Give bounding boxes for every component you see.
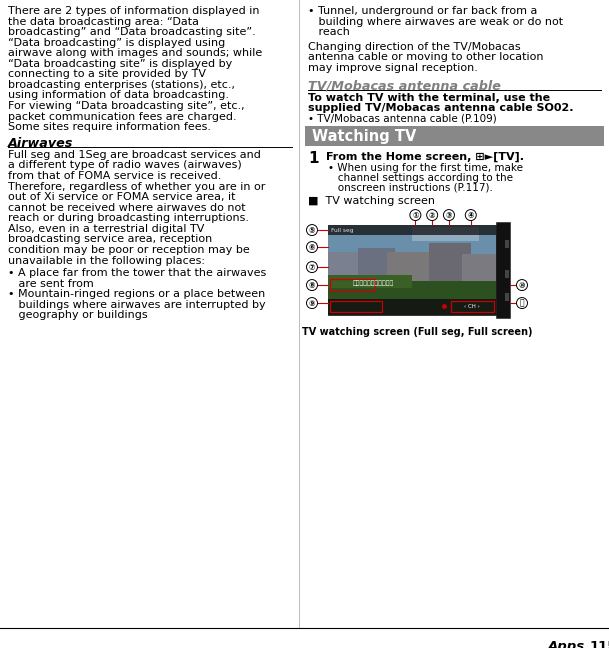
- Text: ⑨: ⑨: [309, 299, 315, 308]
- Text: 115: 115: [590, 640, 609, 648]
- Circle shape: [306, 262, 317, 273]
- Text: “Data broadcasting” is displayed using: “Data broadcasting” is displayed using: [8, 38, 225, 48]
- Text: reach: reach: [308, 27, 350, 37]
- Bar: [387, 252, 437, 290]
- Text: from that of FOMA service is received.: from that of FOMA service is received.: [8, 171, 222, 181]
- Text: Full seg: Full seg: [331, 227, 353, 233]
- Text: Changing direction of the TV/Mobacas: Changing direction of the TV/Mobacas: [308, 41, 521, 52]
- Circle shape: [427, 209, 438, 220]
- Text: Airwaves: Airwaves: [8, 137, 73, 150]
- Text: the data broadcasting area: “Data: the data broadcasting area: “Data: [8, 17, 199, 27]
- Text: reach or during broadcasting interruptions.: reach or during broadcasting interruptio…: [8, 213, 249, 224]
- Text: There are 2 types of information displayed in: There are 2 types of information display…: [8, 6, 259, 16]
- Text: using information of data broadcasting.: using information of data broadcasting.: [8, 91, 229, 100]
- Circle shape: [306, 225, 317, 236]
- Text: ⑦: ⑦: [309, 262, 315, 272]
- Bar: [505, 293, 509, 301]
- Text: cannot be received where airwaves do not: cannot be received where airwaves do not: [8, 203, 245, 213]
- Text: condition may be poor or reception may be: condition may be poor or reception may b…: [8, 245, 250, 255]
- Text: Apps: Apps: [548, 640, 585, 648]
- Text: packet communication fees are charged.: packet communication fees are charged.: [8, 111, 237, 122]
- Text: Also, even in a terrestrial digital TV: Also, even in a terrestrial digital TV: [8, 224, 205, 234]
- Circle shape: [516, 297, 527, 308]
- Circle shape: [465, 209, 476, 220]
- Text: ③: ③: [446, 211, 452, 220]
- Text: ④: ④: [468, 211, 474, 220]
- Text: onscreen instructions (P.117).: onscreen instructions (P.117).: [328, 183, 493, 192]
- Text: building where airwaves are weak or do not: building where airwaves are weak or do n…: [308, 17, 563, 27]
- Text: ■  TV watching screen: ■ TV watching screen: [308, 196, 435, 207]
- Text: broadcasting enterprises (stations), etc.,: broadcasting enterprises (stations), etc…: [8, 80, 235, 90]
- Bar: [328, 225, 496, 235]
- Bar: [328, 281, 496, 315]
- Bar: [328, 225, 496, 261]
- Circle shape: [306, 279, 317, 290]
- Text: a different type of radio waves (airwaves): a different type of radio waves (airwave…: [8, 161, 242, 170]
- Text: Some sites require information fees.: Some sites require information fees.: [8, 122, 211, 132]
- Text: ヨーロッパに来ました。: ヨーロッパに来ました。: [353, 281, 395, 286]
- Bar: [505, 240, 509, 248]
- Bar: [462, 254, 496, 290]
- Text: • Tunnel, underground or far back from a: • Tunnel, underground or far back from a: [308, 6, 537, 16]
- Bar: [358, 248, 395, 288]
- Bar: [330, 301, 382, 312]
- Text: Therefore, regardless of whether you are in or: Therefore, regardless of whether you are…: [8, 181, 266, 192]
- Text: broadcasting” and “Data broadcasting site”.: broadcasting” and “Data broadcasting sit…: [8, 27, 256, 37]
- Bar: [412, 227, 479, 240]
- Bar: [429, 243, 471, 290]
- Text: • A place far from the tower that the airwaves: • A place far from the tower that the ai…: [8, 268, 266, 278]
- Bar: [505, 270, 509, 278]
- Text: airwave along with images and sounds; while: airwave along with images and sounds; wh…: [8, 48, 262, 58]
- Text: To watch TV with the terminal, use the: To watch TV with the terminal, use the: [308, 93, 550, 102]
- Text: ⑤: ⑤: [309, 226, 315, 235]
- Text: out of Xi service or FOMA service area, it: out of Xi service or FOMA service area, …: [8, 192, 236, 202]
- Bar: [328, 225, 496, 315]
- Circle shape: [443, 209, 454, 220]
- Text: ①: ①: [412, 211, 418, 220]
- Text: connecting to a site provided by TV: connecting to a site provided by TV: [8, 69, 206, 79]
- Text: ⑥: ⑥: [309, 242, 315, 251]
- Text: ②: ②: [429, 211, 435, 220]
- Text: channel settings according to the: channel settings according to the: [328, 173, 513, 183]
- Text: geography or buildings: geography or buildings: [8, 310, 147, 320]
- Text: Full seg and 1Seg are broadcast services and: Full seg and 1Seg are broadcast services…: [8, 150, 261, 160]
- Text: buildings where airwaves are interrupted by: buildings where airwaves are interrupted…: [8, 300, 266, 310]
- Bar: [328, 252, 370, 290]
- Text: “Data broadcasting site” is displayed by: “Data broadcasting site” is displayed by: [8, 59, 232, 69]
- Bar: [451, 301, 494, 312]
- Text: broadcasting service area, reception: broadcasting service area, reception: [8, 235, 213, 244]
- Text: ⑪: ⑪: [519, 299, 524, 308]
- Circle shape: [306, 242, 317, 253]
- Text: antenna cable or moving to other location: antenna cable or moving to other locatio…: [308, 52, 543, 62]
- Bar: [330, 279, 375, 291]
- Text: TV watching screen (Full seg, Full screen): TV watching screen (Full seg, Full scree…: [301, 327, 532, 337]
- Circle shape: [410, 209, 421, 220]
- Bar: [305, 126, 604, 146]
- Text: TV/Mobacas antenna cable: TV/Mobacas antenna cable: [308, 79, 501, 93]
- Text: Watching TV: Watching TV: [312, 129, 417, 144]
- Text: • TV/Mobacas antenna cable (P.109): • TV/Mobacas antenna cable (P.109): [308, 113, 497, 124]
- Text: may improve signal reception.: may improve signal reception.: [308, 63, 478, 73]
- Circle shape: [516, 279, 527, 290]
- Bar: [496, 222, 510, 318]
- Text: unavailable in the following places:: unavailable in the following places:: [8, 255, 205, 266]
- Text: ⑧: ⑧: [309, 281, 315, 290]
- Text: • When using for the first time, make: • When using for the first time, make: [328, 163, 523, 173]
- Text: ⑩: ⑩: [519, 281, 525, 290]
- Text: are sent from: are sent from: [8, 279, 94, 288]
- Circle shape: [306, 297, 317, 308]
- Bar: [328, 299, 496, 315]
- Text: ‹ CH ›: ‹ CH ›: [464, 303, 480, 308]
- Bar: [328, 275, 412, 288]
- Text: • Mountain-ringed regions or a place between: • Mountain-ringed regions or a place bet…: [8, 289, 266, 299]
- Text: From the Home screen, ⊞►[TV].: From the Home screen, ⊞►[TV].: [326, 151, 524, 161]
- Text: supplied TV/Mobacas antenna cable SO02.: supplied TV/Mobacas antenna cable SO02.: [308, 103, 574, 113]
- Text: For viewing “Data broadcasting site”, etc.,: For viewing “Data broadcasting site”, et…: [8, 101, 245, 111]
- Text: 1: 1: [308, 151, 319, 167]
